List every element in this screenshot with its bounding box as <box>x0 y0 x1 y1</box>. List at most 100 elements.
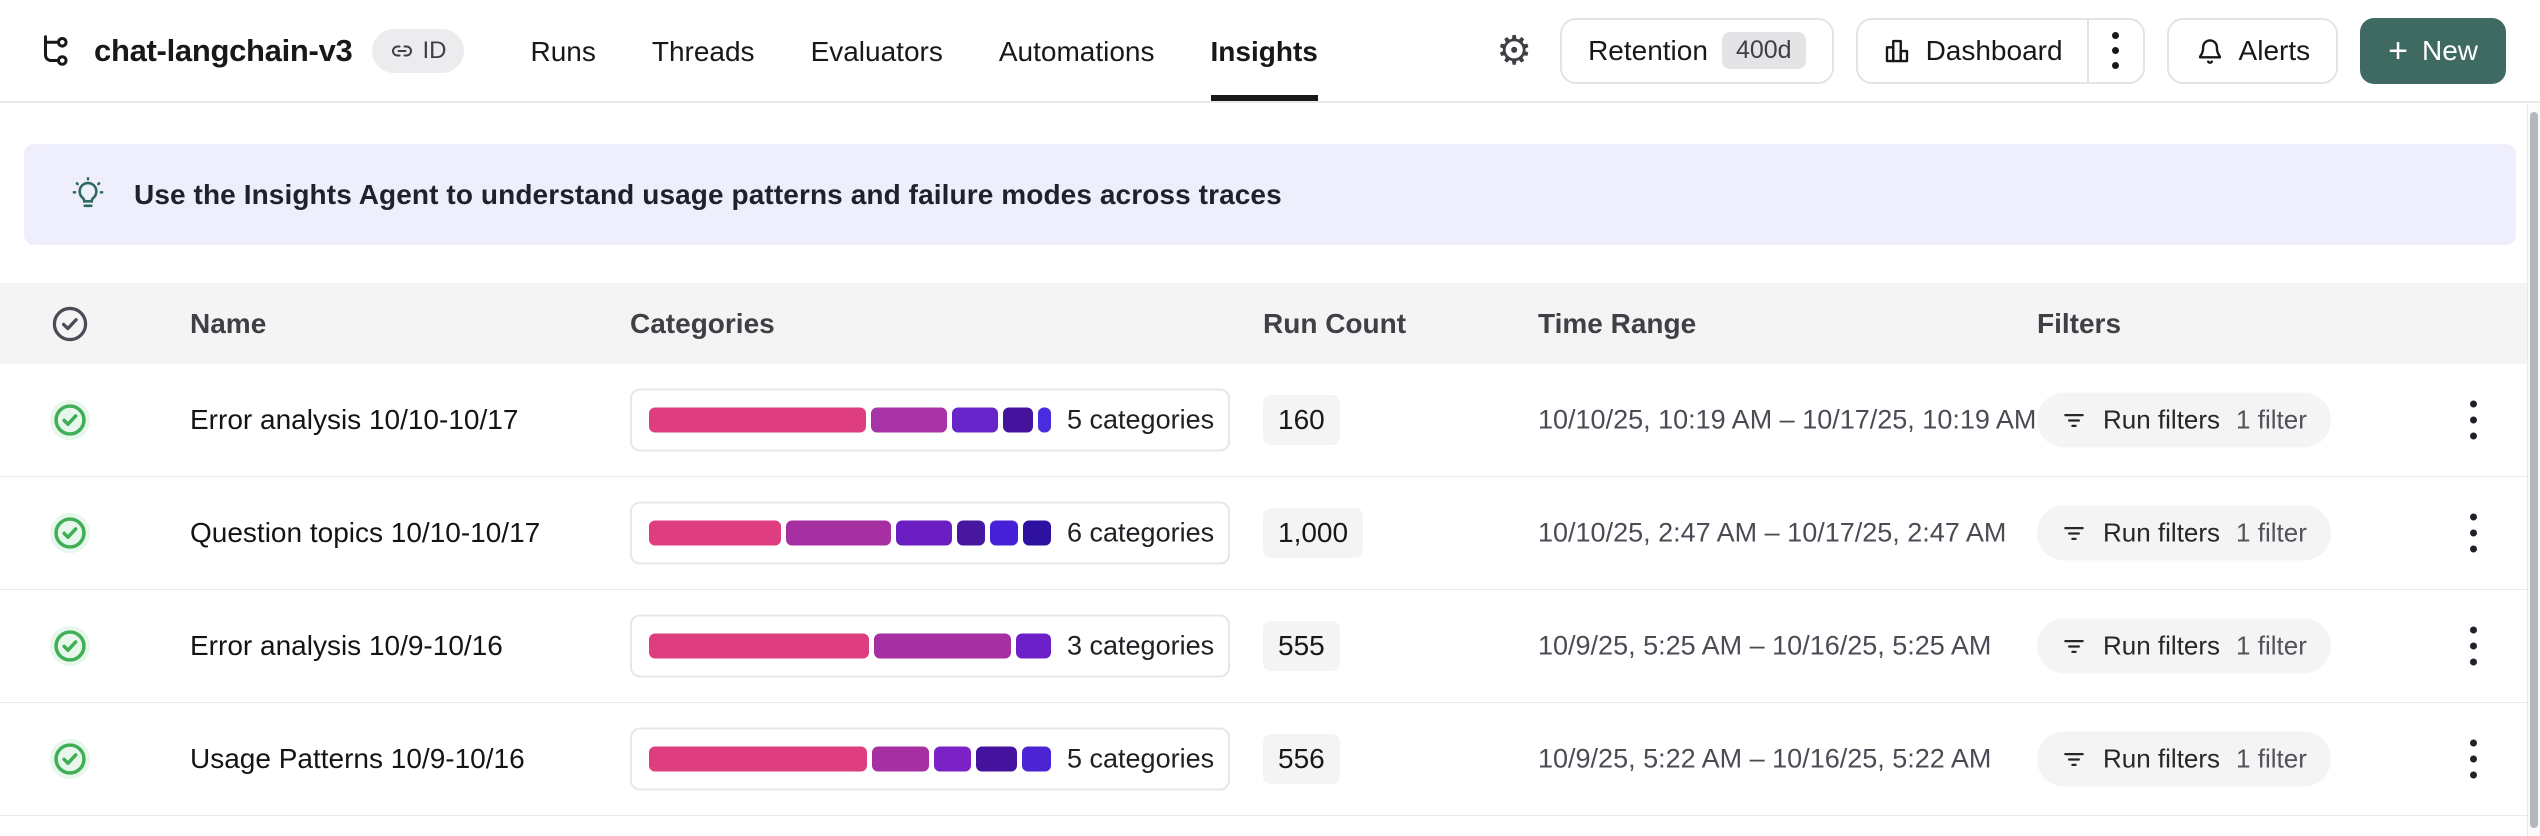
run-filters-label: Run filters <box>2103 405 2220 436</box>
table-row[interactable]: Error analysis 10/9-10/16 3 categories 5… <box>0 590 2527 703</box>
tab-automations[interactable]: Automations <box>999 0 1155 101</box>
project-id-badge[interactable]: ID <box>372 29 464 73</box>
run-count-badge: 556 <box>1263 734 1340 784</box>
category-segment <box>649 747 867 772</box>
run-count-cell: 556 <box>1263 734 1340 784</box>
filter-icon <box>2061 407 2087 433</box>
row-menu-button[interactable] <box>2462 393 2506 448</box>
column-header-run-count[interactable]: Run Count <box>1263 308 1406 340</box>
time-range: 10/9/25, 5:25 AM – 10/16/25, 5:25 AM <box>1538 631 1991 662</box>
time-range: 10/10/25, 10:19 AM – 10/17/25, 10:19 AM <box>1538 405 2036 436</box>
new-button[interactable]: + New <box>2360 18 2506 84</box>
row-menu-button[interactable] <box>2462 619 2506 674</box>
category-segment <box>952 408 998 433</box>
category-segment <box>957 521 985 546</box>
plus-icon: + <box>2388 34 2408 68</box>
dashboard-menu-button[interactable] <box>2087 20 2143 82</box>
category-segment <box>934 747 971 772</box>
run-count-cell: 555 <box>1263 621 1340 671</box>
column-header-name[interactable]: Name <box>190 308 266 340</box>
filter-icon <box>2061 520 2087 546</box>
categories-box[interactable]: 6 categories <box>630 502 1230 565</box>
category-segment <box>1003 408 1033 433</box>
insights-agent-banner: Use the Insights Agent to understand usa… <box>24 144 2516 245</box>
run-count-cell: 1,000 <box>1263 508 1363 558</box>
category-segment <box>871 408 947 433</box>
select-all-status-icon[interactable] <box>48 302 92 346</box>
tab-evaluators[interactable]: Evaluators <box>811 0 943 101</box>
run-filters-chip[interactable]: Run filters 1 filter <box>2037 393 2331 448</box>
category-bar <box>649 634 1051 659</box>
alerts-button[interactable]: Alerts <box>2167 18 2339 84</box>
dashboard-button[interactable]: Dashboard <box>1858 20 2087 82</box>
banner-text: Use the Insights Agent to understand usa… <box>134 179 1282 211</box>
categories-box[interactable]: 5 categories <box>630 389 1230 452</box>
project-header: chat-langchain-v3 ID Runs Threads Evaluato… <box>0 0 2540 103</box>
category-segment <box>649 521 781 546</box>
run-filters-chip[interactable]: Run filters 1 filter <box>2037 506 2331 561</box>
link-icon <box>390 39 414 63</box>
table-row[interactable]: Question topics 10/10-10/17 6 categories… <box>0 477 2527 590</box>
alerts-label: Alerts <box>2239 35 2311 67</box>
category-segment <box>649 634 869 659</box>
gear-icon: ⚙ <box>1496 31 1532 71</box>
run-filters-label: Run filters <box>2103 744 2220 775</box>
category-segment <box>990 521 1018 546</box>
category-segment <box>649 408 866 433</box>
categories-count-label: 6 categories <box>1067 518 1214 549</box>
vertical-scrollbar <box>2527 104 2540 836</box>
bar-chart-icon <box>1882 36 1912 66</box>
tab-insights[interactable]: Insights <box>1211 0 1318 101</box>
time-range: 10/9/25, 5:22 AM – 10/16/25, 5:22 AM <box>1538 744 1991 775</box>
column-header-categories[interactable]: Categories <box>630 308 775 340</box>
id-badge-label: ID <box>422 37 446 65</box>
insight-name[interactable]: Usage Patterns 10/9-10/16 <box>190 743 525 775</box>
dashboard-label: Dashboard <box>1926 35 2063 67</box>
category-segment <box>874 634 1011 659</box>
project-nav: Runs Threads Evaluators Automations Insights <box>530 0 1317 101</box>
tab-threads[interactable]: Threads <box>652 0 755 101</box>
category-segment <box>1016 634 1051 659</box>
row-success-status-icon <box>48 504 92 562</box>
run-filters-label: Run filters <box>2103 518 2220 549</box>
filter-icon <box>2061 633 2087 659</box>
insight-name[interactable]: Question topics 10/10-10/17 <box>190 517 540 549</box>
insight-name[interactable]: Error analysis 10/10-10/17 <box>190 404 518 436</box>
page-title: chat-langchain-v3 <box>94 33 352 69</box>
tab-runs[interactable]: Runs <box>530 0 595 101</box>
filter-count-label: 1 filter <box>2236 744 2307 775</box>
column-header-time-range[interactable]: Time Range <box>1538 308 1696 340</box>
table-row[interactable]: Error analysis 10/10-10/17 5 categories … <box>0 364 2527 477</box>
time-range: 10/10/25, 2:47 AM – 10/17/25, 2:47 AM <box>1538 518 2006 549</box>
filter-icon <box>2061 746 2087 772</box>
settings-button[interactable]: ⚙ <box>1490 25 1538 77</box>
column-header-filters[interactable]: Filters <box>2037 308 2121 340</box>
table-row[interactable]: Usage Patterns 10/9-10/16 5 categories 5… <box>0 703 2527 816</box>
insights-table-body: Error analysis 10/10-10/17 5 categories … <box>0 364 2527 816</box>
run-filters-chip[interactable]: Run filters 1 filter <box>2037 732 2331 787</box>
retention-label: Retention <box>1588 35 1708 67</box>
categories-box[interactable]: 3 categories <box>630 615 1230 678</box>
row-menu-button[interactable] <box>2462 506 2506 561</box>
filters-cell: Run filters 1 filter <box>2037 506 2331 561</box>
kebab-icon <box>2112 32 2119 69</box>
scrollbar-thumb[interactable] <box>2530 112 2538 828</box>
filters-cell: Run filters 1 filter <box>2037 619 2331 674</box>
category-segment <box>872 747 930 772</box>
lightbulb-icon <box>70 177 106 213</box>
insight-name[interactable]: Error analysis 10/9-10/16 <box>190 630 503 662</box>
category-segment <box>1038 408 1051 433</box>
row-menu-button[interactable] <box>2462 732 2506 787</box>
table-header: Name Categories Run Count Time Range Fil… <box>0 283 2527 364</box>
new-label: New <box>2422 35 2478 67</box>
category-segment <box>896 521 952 546</box>
category-bar <box>649 747 1051 772</box>
bell-icon <box>2195 36 2225 66</box>
row-success-status-icon <box>48 617 92 675</box>
retention-button[interactable]: Retention 400d <box>1560 18 1834 84</box>
categories-box[interactable]: 5 categories <box>630 728 1230 791</box>
header-actions: ⚙ Retention 400d Dashboard <box>1490 0 2506 101</box>
run-filters-chip[interactable]: Run filters 1 filter <box>2037 619 2331 674</box>
categories-count-label: 5 categories <box>1067 405 1214 436</box>
run-count-cell: 160 <box>1263 395 1340 445</box>
